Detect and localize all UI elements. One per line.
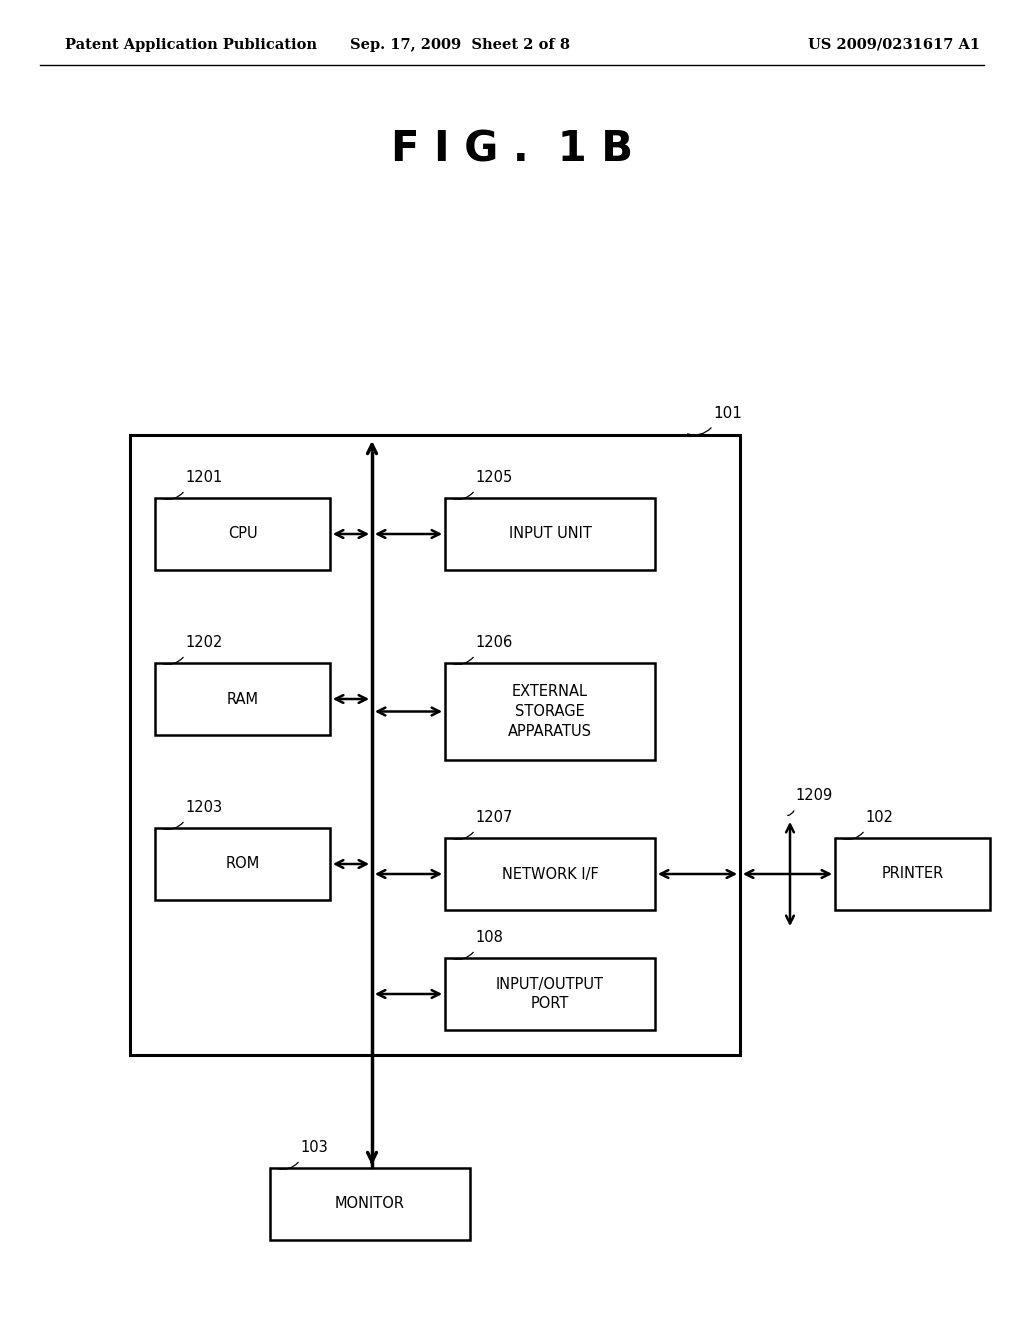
Text: ROM: ROM: [225, 857, 260, 871]
Text: Patent Application Publication: Patent Application Publication: [65, 38, 317, 51]
Text: RAM: RAM: [226, 692, 258, 706]
Text: 1207: 1207: [475, 810, 512, 825]
Text: 1206: 1206: [475, 635, 512, 649]
Text: PRINTER: PRINTER: [882, 866, 944, 882]
Text: INPUT UNIT: INPUT UNIT: [509, 527, 592, 541]
Text: F I G .  1 B: F I G . 1 B: [391, 129, 633, 172]
FancyBboxPatch shape: [155, 663, 330, 735]
Text: 1205: 1205: [475, 470, 512, 484]
Text: US 2009/0231617 A1: US 2009/0231617 A1: [808, 38, 980, 51]
FancyBboxPatch shape: [835, 838, 990, 909]
FancyBboxPatch shape: [270, 1168, 470, 1239]
Text: 1203: 1203: [185, 800, 222, 814]
Text: EXTERNAL
STORAGE
APPARATUS: EXTERNAL STORAGE APPARATUS: [508, 684, 592, 739]
FancyBboxPatch shape: [155, 498, 330, 570]
FancyBboxPatch shape: [445, 838, 655, 909]
Text: 1209: 1209: [795, 788, 833, 803]
FancyBboxPatch shape: [445, 663, 655, 760]
FancyBboxPatch shape: [445, 958, 655, 1030]
Text: 108: 108: [475, 931, 503, 945]
FancyBboxPatch shape: [155, 828, 330, 900]
Text: 101: 101: [713, 407, 741, 421]
Text: INPUT/OUTPUT
PORT: INPUT/OUTPUT PORT: [496, 977, 604, 1011]
Text: Sep. 17, 2009  Sheet 2 of 8: Sep. 17, 2009 Sheet 2 of 8: [350, 38, 570, 51]
Text: 103: 103: [300, 1140, 328, 1155]
FancyBboxPatch shape: [445, 498, 655, 570]
Text: 1202: 1202: [185, 635, 222, 649]
Text: 1201: 1201: [185, 470, 222, 484]
Text: 102: 102: [865, 810, 893, 825]
Text: CPU: CPU: [227, 527, 257, 541]
Text: NETWORK I/F: NETWORK I/F: [502, 866, 598, 882]
FancyBboxPatch shape: [130, 436, 740, 1055]
Text: MONITOR: MONITOR: [335, 1196, 406, 1212]
